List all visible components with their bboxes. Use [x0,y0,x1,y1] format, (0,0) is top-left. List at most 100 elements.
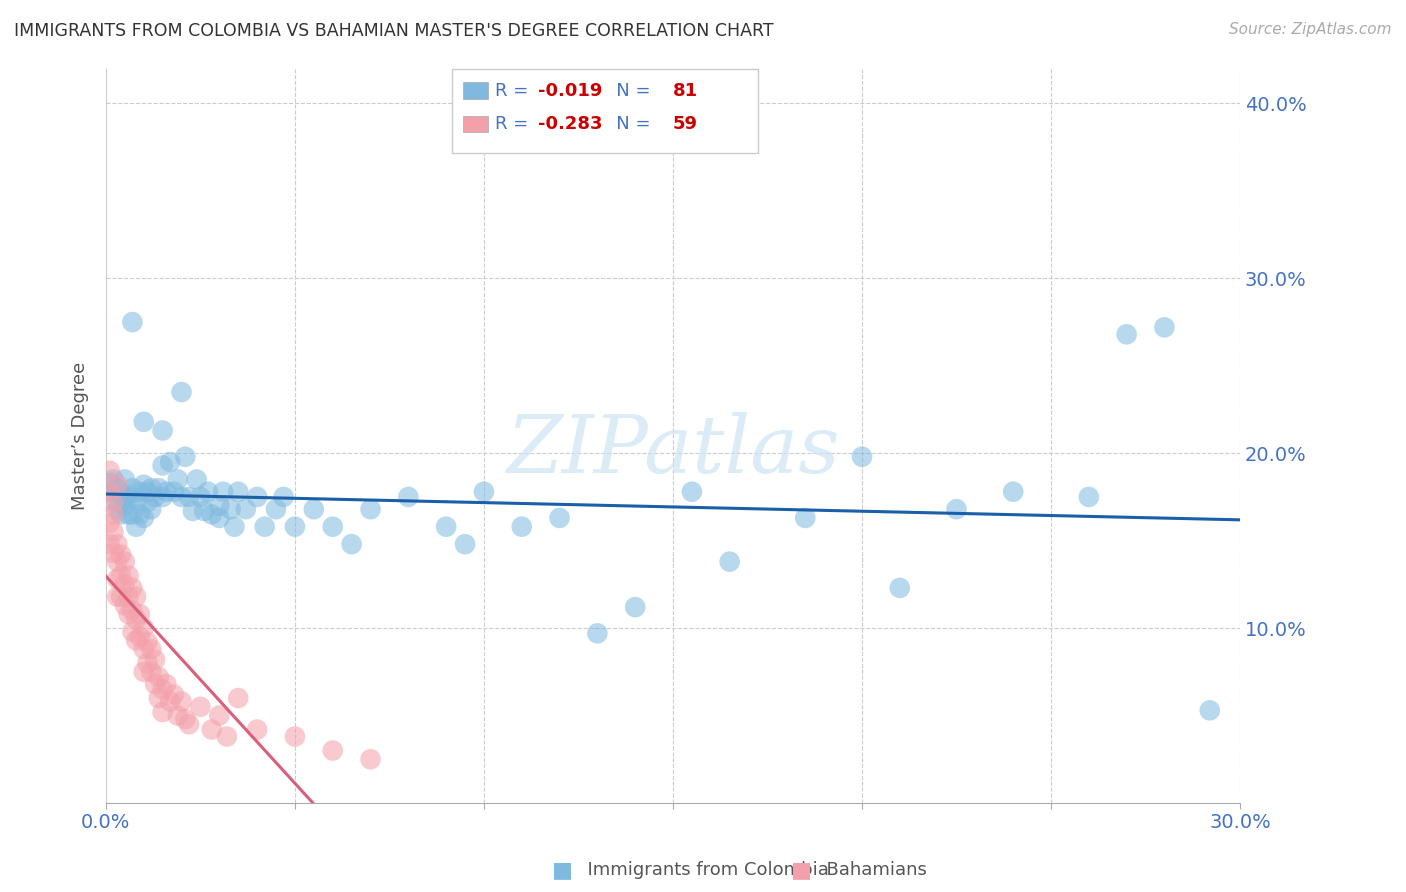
Point [284,730,307,744]
Point [322,519,344,533]
Point [125,493,148,508]
Point [114,490,136,504]
Point [159,694,181,708]
Text: N =: N = [599,114,657,133]
Text: ZIPatlas: ZIPatlas [506,412,839,489]
Point [152,682,174,697]
Point [396,490,419,504]
Point [98,475,121,490]
Point [110,590,132,604]
Point [181,504,204,518]
FancyBboxPatch shape [463,82,488,99]
Point [132,642,155,657]
Point [114,577,136,591]
Point [360,502,382,516]
Point [121,581,143,595]
Point [114,473,136,487]
Point [117,508,139,522]
Y-axis label: Master’s Degree: Master’s Degree [72,361,89,510]
Point [121,604,143,618]
Point [103,484,125,499]
Point [224,519,246,533]
Point [794,511,817,525]
Point [212,484,235,499]
FancyBboxPatch shape [463,116,488,132]
Point [177,717,200,731]
Point [235,502,257,516]
Point [141,502,163,516]
Point [246,490,269,504]
Point [1115,327,1137,342]
Text: R =: R = [495,81,534,100]
Point [129,484,152,499]
Point [170,384,193,399]
Point [121,508,143,522]
Point [586,626,609,640]
Point [132,477,155,491]
Point [129,607,152,621]
Point [125,633,148,648]
Point [103,546,125,560]
Point [105,502,128,516]
Point [141,481,163,495]
Point [1002,484,1025,499]
Point [273,490,295,504]
Point [105,572,128,586]
Point [105,477,128,491]
Point [226,691,249,706]
Point [155,677,177,691]
Text: ■: ■ [553,860,572,880]
Point [174,712,197,726]
Point [190,699,212,714]
Point [322,743,344,757]
Point [114,599,136,613]
Point [166,708,188,723]
Text: -0.019: -0.019 [538,81,602,100]
Point [219,502,242,516]
Point [105,495,128,509]
Point [166,473,188,487]
Point [132,621,155,635]
Point [889,581,911,595]
Point [152,458,174,473]
Text: ■: ■ [792,860,811,880]
Point [681,484,703,499]
Point [121,624,143,639]
Point [472,484,495,499]
Point [434,519,457,533]
Point [253,519,276,533]
Point [340,537,363,551]
Point [143,652,166,666]
Point [155,484,177,499]
Point [208,708,231,723]
Point [163,484,186,499]
Point [152,705,174,719]
Point [125,590,148,604]
Point [110,548,132,562]
Point [454,537,477,551]
Point [117,491,139,506]
Point [215,730,238,744]
Point [136,656,159,670]
Point [246,723,269,737]
Point [163,688,186,702]
Point [103,508,125,522]
Point [132,511,155,525]
Point [201,508,224,522]
Point [177,490,200,504]
Point [193,504,215,518]
Point [129,508,152,522]
Point [170,694,193,708]
Point [136,484,159,499]
Point [114,499,136,513]
Point [105,590,128,604]
Point [98,484,121,499]
Point [186,473,208,487]
Point [208,511,231,525]
Point [1153,320,1175,334]
Point [190,490,212,504]
Point [170,490,193,504]
Point [360,752,382,766]
Point [132,665,155,679]
Point [264,502,287,516]
